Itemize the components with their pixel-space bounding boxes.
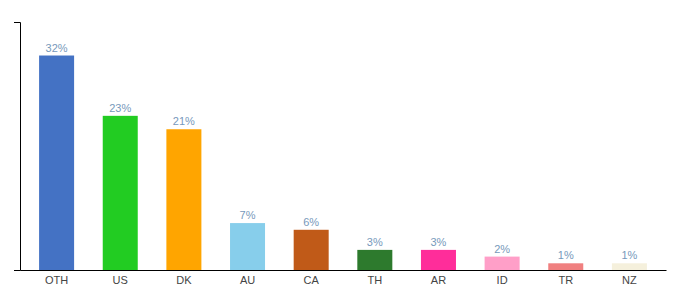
x-tick-label: US [113, 274, 128, 286]
bar [485, 257, 520, 270]
bar [421, 250, 456, 270]
data-label: 32% [46, 42, 68, 54]
bar [230, 223, 265, 270]
bar [39, 56, 74, 270]
x-tick: CA [304, 274, 320, 286]
x-tick: NZ [622, 274, 637, 286]
x-tick-label: DK [176, 274, 192, 286]
x-tick: TH [367, 274, 382, 286]
data-label: 2% [494, 243, 510, 255]
bar [357, 250, 392, 270]
data-label: 7% [240, 209, 256, 221]
x-tick-label: OTH [45, 274, 68, 286]
x-tick-label: AU [240, 274, 255, 286]
x-tick: TR [558, 274, 573, 286]
y-axis [14, 23, 21, 271]
x-tick: US [113, 274, 128, 286]
x-tick-label: ID [497, 274, 508, 286]
x-axis-line [21, 270, 667, 271]
chart-container: 32% 23% 21% 7% 6% 3% 3% 2% 1% 1% OTH US DK AU CA TH AR ID… [0, 0, 680, 300]
bar [166, 129, 201, 270]
data-label: 21% [173, 115, 195, 127]
data-label: 23% [109, 102, 131, 114]
x-axis: OTH US DK AU CA TH AR ID TR NZ [21, 271, 667, 286]
data-label: 1% [558, 249, 574, 261]
chart-svg: 32% 23% 21% 7% 6% 3% 3% 2% 1% 1% OTH US DK AU CA TH AR ID… [0, 0, 680, 300]
x-tick-label: TH [367, 274, 382, 286]
data-labels: 32% 23% 21% 7% 6% 3% 3% 2% 1% 1% [46, 42, 638, 262]
plot: 32% 23% 21% 7% 6% 3% 3% 2% 1% 1% OTH US DK AU CA TH AR ID… [14, 23, 667, 286]
x-tick: AU [240, 274, 255, 286]
x-tick: AR [431, 274, 446, 286]
y-axis-line [14, 23, 21, 271]
data-label: 1% [621, 249, 637, 261]
data-label: 6% [303, 216, 319, 228]
bar [103, 116, 138, 270]
x-tick-label: AR [431, 274, 446, 286]
bar [612, 263, 647, 270]
x-tick-label: TR [558, 274, 573, 286]
data-label: 3% [431, 236, 447, 248]
x-tick: OTH [45, 274, 68, 286]
x-tick: DK [176, 274, 192, 286]
bars [39, 56, 647, 270]
x-tick: ID [497, 274, 508, 286]
bar [294, 230, 329, 270]
x-tick-label: NZ [622, 274, 637, 286]
data-label: 3% [367, 236, 383, 248]
x-tick-label: CA [304, 274, 320, 286]
bar [548, 263, 583, 270]
